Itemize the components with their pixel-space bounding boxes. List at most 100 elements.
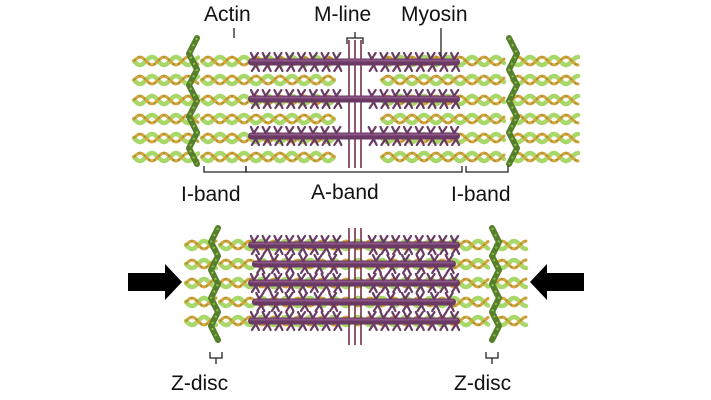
actin-filament — [495, 278, 527, 288]
myosin-head — [379, 234, 389, 244]
myosin-head — [309, 246, 319, 256]
myosin-head — [285, 272, 295, 282]
myosin-head — [401, 265, 412, 275]
myosin-head — [426, 88, 436, 98]
actin-filament — [381, 75, 505, 85]
myosin-head — [391, 234, 401, 244]
myosin-head — [250, 100, 260, 110]
myosin-head — [371, 291, 381, 301]
myosin-head — [368, 100, 378, 110]
myosin-head — [285, 88, 295, 98]
myosin-head — [250, 322, 260, 332]
i-band-right-label: I-band — [451, 183, 511, 206]
myosin-head — [438, 310, 448, 320]
myosin-head — [392, 100, 402, 110]
myosin-head — [249, 272, 259, 282]
myosin-head — [426, 310, 436, 320]
myosin-head — [297, 100, 308, 110]
myosin-filament — [254, 261, 454, 264]
actin-label: Actin — [204, 3, 251, 26]
myosin-head — [380, 137, 390, 147]
myosin-head — [332, 51, 342, 61]
myosin-head — [380, 246, 390, 256]
myosin-head — [332, 310, 342, 320]
myosin-head — [262, 137, 272, 147]
myosin-head — [403, 63, 414, 73]
actin-filament — [511, 114, 579, 124]
contracted-sarcomere — [183, 225, 529, 345]
actin-filament — [133, 75, 199, 85]
myosin-head — [262, 246, 272, 256]
myosin-head — [286, 137, 296, 147]
actin-filament — [131, 112, 201, 126]
myosin-head — [309, 100, 319, 110]
myosin-head — [367, 310, 377, 320]
z-disc — [507, 37, 519, 165]
myosin-head — [309, 284, 319, 294]
myosin-head — [431, 303, 441, 313]
myosin-filament — [250, 59, 458, 62]
myosin-head — [297, 63, 308, 73]
relaxed-sarcomere — [131, 35, 581, 168]
myosin-head — [262, 322, 272, 332]
myosin-head — [308, 125, 318, 135]
actin-filament — [199, 112, 337, 126]
myosin-head — [249, 125, 259, 135]
myosin-head — [333, 137, 343, 147]
myosin-head — [392, 246, 402, 256]
myosin-head — [439, 246, 449, 256]
myosin-head — [386, 253, 396, 263]
myosin-head — [379, 88, 389, 98]
myosin-head — [296, 234, 307, 244]
z-disc — [208, 225, 221, 343]
myosin-head — [439, 63, 449, 73]
myosin-head — [273, 272, 283, 282]
myosin-head — [439, 100, 449, 110]
myosin-head — [296, 125, 307, 135]
myosin-head — [261, 51, 271, 61]
myosin-head — [403, 137, 414, 147]
myosin-head — [273, 51, 283, 61]
myosin-head — [321, 322, 331, 332]
myosin-head — [450, 88, 460, 98]
myosin-head — [274, 322, 284, 332]
z-disc-right-label: Z-disc — [454, 372, 512, 395]
myosin-head — [426, 51, 436, 61]
myosin-head — [372, 265, 382, 275]
myosin-head — [380, 322, 390, 332]
myosin-head — [286, 100, 296, 110]
myosin-head — [333, 63, 343, 73]
myosin-head — [415, 322, 425, 332]
myosin-head — [450, 51, 460, 61]
myosin-head — [427, 100, 437, 110]
myosin-head — [273, 310, 283, 320]
myosin-head — [379, 51, 389, 61]
myosin-head — [403, 246, 414, 256]
myosin-head — [367, 272, 377, 282]
myosin-head — [414, 88, 424, 98]
myosin-head — [380, 100, 390, 110]
myosin-filament — [250, 133, 458, 136]
myosin-filament — [250, 280, 458, 283]
z-disc-left-bracket — [209, 352, 223, 359]
myosin-head — [401, 303, 412, 313]
myosin-head — [250, 63, 260, 73]
m-line-label: M-line — [314, 3, 372, 26]
myosin-head — [450, 272, 460, 282]
actin-filament — [185, 278, 217, 288]
myosin-head — [402, 51, 413, 61]
actin-filament — [185, 259, 217, 269]
myosin-head — [415, 63, 425, 73]
myosin-head — [333, 284, 343, 294]
myosin-head — [439, 322, 449, 332]
arrow-left-icon — [530, 264, 584, 300]
myosin-head — [296, 272, 307, 282]
myosin-head — [285, 265, 295, 275]
myosin-head — [320, 88, 330, 98]
myosin-head — [332, 234, 342, 244]
actin-filament — [131, 54, 201, 68]
myosin-head — [320, 125, 330, 135]
myosin-head — [320, 234, 330, 244]
myosin-head — [402, 88, 413, 98]
myosin-head — [309, 137, 319, 147]
